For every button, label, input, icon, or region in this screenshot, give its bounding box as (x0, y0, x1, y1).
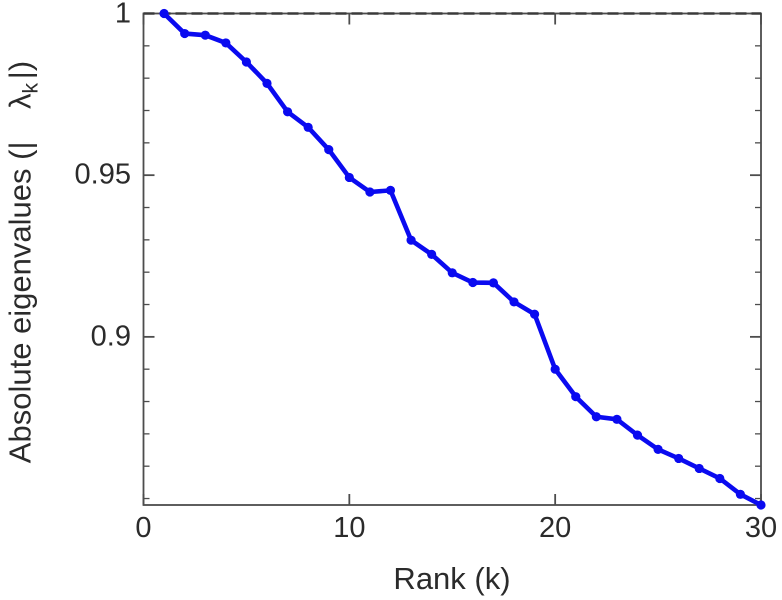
data-point (612, 414, 622, 424)
data-point (715, 473, 725, 484)
data-point (488, 278, 499, 288)
data-point (674, 453, 684, 464)
data-point (282, 107, 293, 117)
lambda-subscript: k (19, 82, 43, 94)
y-tick-label: 0.95 (74, 158, 131, 191)
data-point (159, 8, 169, 19)
data-point (303, 122, 313, 132)
data-point (241, 57, 252, 67)
y-tick-label: 1 (114, 0, 131, 29)
data-point (756, 500, 766, 510)
data-point (406, 235, 416, 245)
data-point (344, 172, 354, 183)
data-point (509, 297, 519, 307)
data-point (529, 309, 540, 319)
axes-box (142, 12, 762, 506)
y-axis-title-prefix: Absolute eigenvalues (| (2, 141, 38, 464)
data-point (427, 249, 437, 259)
data-point (262, 78, 272, 88)
x-tick-label: 10 (333, 512, 366, 544)
x-tick-label: 20 (539, 512, 572, 544)
x-tick-label: 30 (744, 512, 778, 544)
data-point (180, 28, 190, 39)
data-point (221, 38, 231, 48)
data-point (468, 277, 478, 288)
x-tick-label: 0 (135, 512, 152, 544)
lambda-symbol: λ (2, 93, 38, 109)
data-point (591, 412, 601, 422)
data-point (365, 187, 375, 197)
y-axis-title-suffix: |) (2, 60, 38, 80)
data-point (385, 185, 396, 195)
data-point (735, 489, 746, 499)
data-point (571, 392, 581, 402)
data-point (550, 364, 560, 374)
data-point (632, 430, 643, 440)
data-point (447, 268, 457, 278)
y-tick-label: 0.9 (90, 320, 131, 353)
data-point (324, 145, 334, 155)
data-point (694, 463, 704, 474)
data-point (653, 444, 663, 454)
x-axis-title: Rank (k) (393, 561, 511, 596)
data-point (200, 30, 210, 40)
y-axis-title: Absolute eigenvalues (| λk |) (2, 61, 43, 463)
data-line (161, 11, 764, 508)
